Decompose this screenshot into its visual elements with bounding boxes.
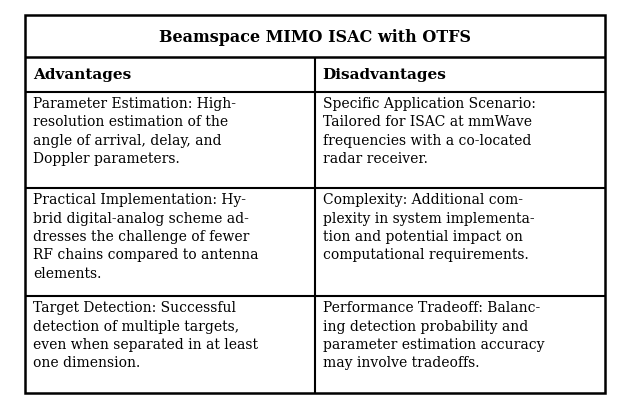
Text: Beamspace MIMO ISAC with OTFS: Beamspace MIMO ISAC with OTFS — [159, 29, 471, 45]
Text: Disadvantages: Disadvantages — [323, 68, 447, 82]
Text: Advantages: Advantages — [33, 68, 131, 82]
Text: Target Detection: Successful
detection of multiple targets,
even when separated : Target Detection: Successful detection o… — [33, 301, 258, 370]
Text: Complexity: Additional com-
plexity in system implementa-
tion and potential imp: Complexity: Additional com- plexity in s… — [323, 193, 534, 262]
Text: Specific Application Scenario:
Tailored for ISAC at mmWave
frequencies with a co: Specific Application Scenario: Tailored … — [323, 97, 536, 166]
Text: Performance Tradeoff: Balanc-
ing detection probability and
parameter estimation: Performance Tradeoff: Balanc- ing detect… — [323, 301, 544, 370]
Text: Parameter Estimation: High-
resolution estimation of the
angle of arrival, delay: Parameter Estimation: High- resolution e… — [33, 97, 236, 166]
Text: Practical Implementation: Hy-
brid digital-analog scheme ad-
dresses the challen: Practical Implementation: Hy- brid digit… — [33, 193, 258, 280]
